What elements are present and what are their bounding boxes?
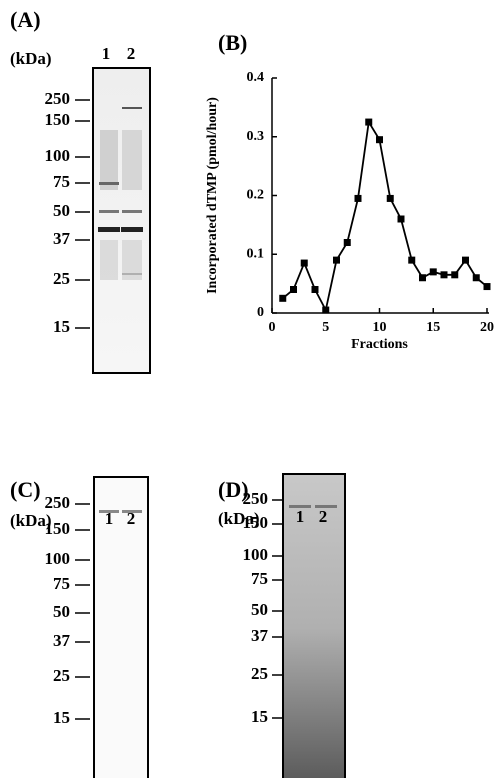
gel-c	[93, 476, 149, 778]
data-point	[354, 194, 362, 202]
marker-label: 37	[53, 229, 71, 248]
data-point	[322, 306, 330, 314]
data-point	[386, 194, 394, 202]
marker-label: 150	[45, 519, 71, 538]
marker-label: 50	[251, 600, 268, 619]
data-point	[365, 118, 373, 126]
data-point	[376, 136, 383, 144]
marker-label: 25	[251, 664, 268, 683]
x-tick-label: 5	[322, 320, 329, 335]
marker-label: 150	[243, 513, 269, 532]
marker-label: 100	[243, 545, 269, 564]
marker-label: 15	[53, 708, 70, 727]
x-tick-label: 20	[480, 320, 494, 335]
data-point	[451, 271, 459, 279]
marker-label: 100	[45, 549, 71, 568]
marker-label: 75	[53, 172, 70, 191]
data-point	[462, 256, 469, 264]
lane-label: 2	[319, 507, 328, 526]
unit-label: (kDa)	[218, 509, 260, 528]
marker-label: 37	[251, 626, 269, 645]
marker-label: 15	[251, 707, 268, 726]
marker-label: 50	[53, 602, 70, 621]
gel-a	[92, 67, 151, 374]
lane-label: 1	[105, 509, 114, 528]
marker-label: 250	[45, 493, 71, 512]
y-axis-title: Incorporated dTMP (pmol/hour)	[205, 97, 220, 294]
data-point	[419, 274, 426, 282]
data-point	[311, 286, 319, 293]
marker-label: 25	[53, 269, 70, 288]
data-point	[343, 239, 351, 246]
data-point	[483, 283, 491, 291]
marker-label: 150	[45, 110, 71, 129]
data-point	[300, 259, 308, 267]
marker-label: 250	[243, 489, 269, 508]
marker-label: 50	[53, 201, 70, 220]
panel-label: (C)	[10, 477, 41, 502]
y-tick-label: 0.3	[247, 129, 265, 144]
unit-label: (kDa)	[10, 511, 52, 530]
marker-label: 100	[45, 146, 71, 165]
lane-label: 2	[127, 44, 136, 63]
data-point	[408, 256, 416, 264]
lane-label: 1	[296, 507, 305, 526]
marker-label: 37	[53, 631, 71, 650]
data-point	[397, 215, 405, 223]
x-axis-title: Fractions	[351, 337, 408, 352]
data-point	[333, 256, 340, 264]
data-point	[290, 286, 297, 293]
data-point	[429, 268, 437, 276]
data-line	[282, 119, 488, 313]
marker-label: 250	[45, 89, 71, 108]
lane-label: 1	[102, 44, 111, 63]
panel-label: (B)	[218, 30, 247, 55]
x-tick-label: 10	[373, 320, 387, 335]
panel-label: (D)	[218, 477, 249, 502]
marker-label: 25	[53, 666, 70, 685]
y-tick-label: 0.4	[247, 70, 265, 85]
unit-label: (kDa)	[10, 49, 52, 68]
x-tick-label: 0	[269, 320, 276, 335]
lane-label: 2	[127, 509, 136, 528]
marker-label: 75	[53, 574, 70, 593]
data-point	[472, 274, 480, 282]
y-tick-label: 0	[257, 305, 264, 320]
y-tick-label: 0.1	[247, 246, 265, 261]
panel-label: (A)	[10, 7, 41, 32]
data-point	[440, 271, 448, 279]
x-tick-label: 15	[426, 320, 440, 335]
gel-d	[282, 473, 346, 778]
marker-label: 15	[53, 317, 70, 336]
data-point	[279, 294, 287, 302]
y-tick-label: 0.2	[247, 188, 265, 203]
marker-label: 75	[251, 569, 268, 588]
